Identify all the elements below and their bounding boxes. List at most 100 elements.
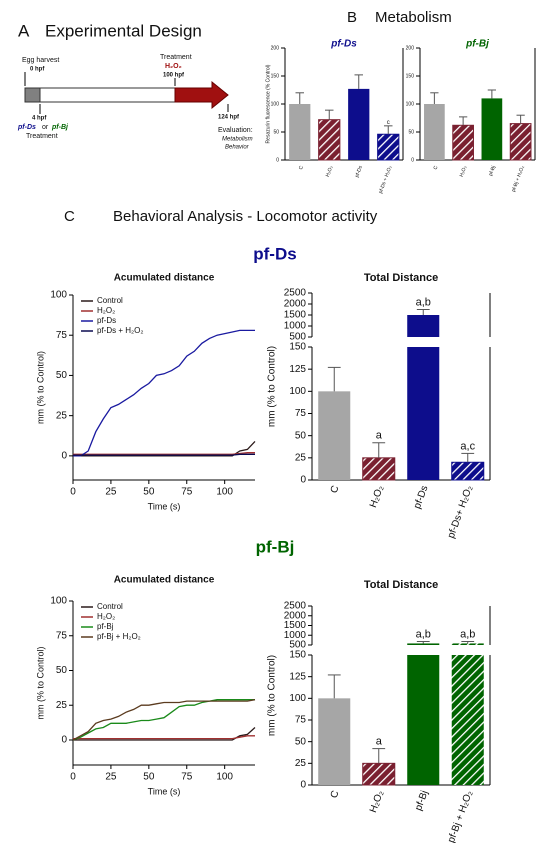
bar-label: a — [376, 736, 383, 748]
y-tick-label: 50 — [295, 736, 307, 747]
section-title: pf-Ds — [253, 244, 296, 263]
x-tick-label: pf-Ds — [354, 165, 364, 179]
bar — [362, 457, 396, 481]
label: 4 hpf — [32, 116, 47, 122]
y-tick-label: 150 — [271, 73, 280, 79]
y-tick-label: 1000 — [284, 321, 307, 332]
y-tick-label: 500 — [289, 332, 306, 343]
bar — [318, 391, 351, 480]
y-tick-label: 75 — [295, 408, 307, 419]
chart-title: Total Distance — [364, 272, 438, 284]
bar-label: c — [387, 120, 390, 126]
x-tick-label: 0 — [70, 487, 76, 498]
x-tick-label: pf-Bj + H₂O₂ — [446, 789, 475, 843]
label: H₂O₂ — [165, 63, 182, 70]
bar — [424, 104, 445, 160]
panel-label: C — [64, 208, 75, 225]
y-tick-label: 50 — [295, 430, 307, 441]
label: Metabolism — [222, 137, 253, 143]
label: pf-Ds — [17, 124, 36, 131]
y-axis-label: mm (% to Control) — [35, 646, 45, 719]
y-axis-label: mm (% to Control) — [267, 655, 278, 736]
panel-title: Metabolism — [375, 9, 452, 26]
bar — [481, 98, 503, 160]
y-tick-label: 500 — [289, 640, 306, 651]
panel-label: B — [347, 9, 357, 26]
y-tick-label: 200 — [271, 45, 280, 51]
y-tick-label: 25 — [56, 700, 68, 711]
series-line — [72, 699, 255, 741]
x-tick-label: pf-Ds + H₂O₂ — [378, 165, 394, 194]
legend-label: pf-Bj — [97, 622, 114, 631]
series-line — [72, 699, 256, 741]
label: 0 hpf — [30, 67, 45, 73]
y-tick-label: 125 — [289, 671, 306, 682]
x-tick-label: pf-Bj — [413, 789, 430, 812]
x-tick-label: 75 — [181, 487, 193, 498]
x-tick-label: 75 — [181, 772, 193, 783]
series-line — [73, 727, 256, 741]
x-tick-label: 25 — [105, 487, 117, 498]
bar — [362, 762, 396, 786]
y-tick-label: 25 — [295, 452, 307, 463]
y-tick-label: 0 — [61, 735, 67, 746]
y-tick-label: 125 — [289, 364, 306, 375]
legend-label: pf-Ds — [97, 316, 116, 325]
legend-label: pf-Bj + H₂O₂ — [97, 632, 141, 641]
label: or — [42, 124, 49, 131]
y-tick-label: 1000 — [284, 630, 307, 641]
y-tick-label: 0 — [300, 780, 306, 791]
y-axis-label: mm (% to Control) — [35, 351, 45, 424]
panel-title: Experimental Design — [45, 21, 202, 40]
bar-label: a — [376, 430, 383, 442]
chart-title: pf-Bj — [465, 39, 489, 50]
bar-label: a,b — [416, 628, 431, 640]
legend-label: H₂O₂ — [97, 612, 115, 621]
y-tick-label: 2000 — [284, 610, 307, 621]
label: Evaluation: — [218, 127, 253, 134]
y-tick-label: 25 — [295, 758, 307, 769]
x-tick-label: 50 — [143, 487, 155, 498]
y-tick-label: 100 — [50, 596, 67, 607]
y-axis-label: Resazurin fluorescence (% Control) — [265, 64, 271, 143]
bar — [318, 119, 341, 161]
legend-label: H₂O₂ — [97, 306, 115, 315]
x-tick-label: pf-Bj + H₂O₂ — [511, 165, 526, 193]
y-tick-label: 100 — [406, 101, 415, 107]
y-tick-label: 100 — [271, 101, 280, 107]
series-line — [73, 329, 255, 457]
legend-label: Control — [97, 602, 123, 611]
chart-title: Total Distance — [364, 579, 438, 591]
bar — [451, 643, 484, 645]
x-tick-label: H₂O₂ — [368, 789, 386, 814]
label: pf-Bj — [51, 124, 69, 131]
y-tick-label: 0 — [276, 157, 279, 163]
y-tick-label: 50 — [408, 129, 414, 135]
x-tick-label: H₂O₂ — [325, 165, 335, 178]
x-tick-label: pf-Bj — [488, 165, 497, 177]
bar — [318, 698, 351, 785]
y-tick-label: 150 — [289, 650, 306, 661]
y-tick-label: 0 — [411, 157, 414, 163]
x-tick-label: H₂O₂ — [368, 484, 386, 509]
y-tick-label: 2000 — [284, 299, 307, 310]
chart-title: Acumulated distance — [114, 273, 215, 284]
y-tick-label: 2500 — [284, 601, 307, 612]
legend-label: Control — [97, 296, 123, 305]
panel-label: A — [18, 21, 30, 40]
y-tick-label: 150 — [289, 342, 306, 353]
y-tick-label: 50 — [273, 129, 279, 135]
chart-title: Acumulated distance — [114, 575, 215, 586]
bar-label: a,c — [460, 440, 475, 452]
bar — [407, 643, 440, 645]
bar — [407, 315, 440, 337]
x-axis-label: Time (s) — [148, 786, 181, 796]
y-tick-label: 200 — [406, 45, 415, 51]
y-tick-label: 100 — [50, 290, 67, 301]
series-line — [73, 453, 255, 456]
x-tick-label: 25 — [105, 772, 117, 783]
x-tick-label: 0 — [70, 772, 76, 783]
y-tick-label: 50 — [56, 665, 68, 676]
label: 124 hpf — [218, 115, 240, 121]
